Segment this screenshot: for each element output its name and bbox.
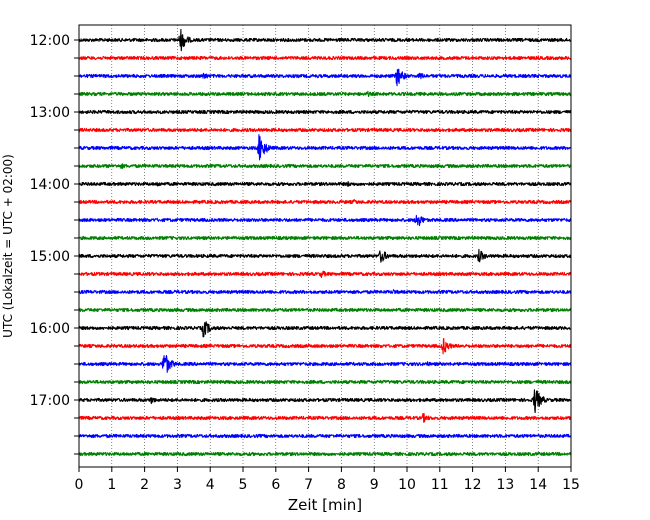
y-tick-label: 15:00 — [30, 249, 70, 265]
seismic-trace — [78, 180, 572, 187]
seismic-trace — [78, 109, 572, 115]
seismic-trace — [78, 337, 572, 355]
x-axis-ticks: 0 1 2 3 4 5 6 7 8 9 10 11 12 13 14 15 — [75, 467, 580, 493]
x-tick-label: 13 — [496, 477, 514, 493]
y-tick-label: 17:00 — [30, 393, 70, 409]
y-tick-label: 13:00 — [30, 105, 70, 121]
x-tick-label: 2 — [140, 477, 149, 493]
seismic-trace — [78, 270, 572, 279]
trace-group — [78, 28, 572, 457]
seismic-trace — [78, 163, 572, 170]
seismic-trace — [78, 90, 572, 98]
x-tick-label: 11 — [431, 477, 449, 493]
x-axis-label: Zeit [min] — [288, 496, 362, 514]
x-tick-label: 8 — [337, 477, 346, 493]
seismic-trace — [78, 68, 572, 87]
x-tick-label: 5 — [239, 477, 248, 493]
seismic-trace — [78, 127, 572, 133]
seismic-trace — [78, 379, 572, 385]
y-axis-label: UTC (Lokalzeit = UTC + 02:00) — [1, 154, 15, 338]
x-tick-label: 10 — [398, 477, 416, 493]
seismic-trace — [78, 321, 572, 338]
seismic-trace — [78, 235, 572, 241]
seismic-trace — [78, 55, 572, 61]
y-tick-label: 14:00 — [30, 177, 70, 193]
seismic-trace — [78, 433, 572, 439]
seismic-trace — [78, 198, 572, 205]
x-tick-label: 7 — [304, 477, 313, 493]
x-tick-label: 3 — [173, 477, 182, 493]
seismic-trace — [78, 389, 572, 414]
x-tick-label: 6 — [271, 477, 280, 493]
seismic-trace — [78, 214, 572, 227]
x-tick-label: 4 — [206, 477, 215, 493]
seismic-trace — [78, 28, 572, 52]
x-tick-label: 15 — [562, 477, 580, 493]
x-tick-label: 1 — [107, 477, 116, 493]
seismic-trace — [78, 413, 572, 423]
y-axis-ticks: 12:00 13:00 14:00 15:00 16:00 17:00 — [30, 33, 79, 455]
seismic-trace — [78, 451, 572, 457]
seismic-trace — [78, 354, 572, 373]
seismic-trace — [78, 289, 572, 295]
x-tick-label: 12 — [464, 477, 482, 493]
seismic-trace — [78, 134, 572, 161]
y-tick-label: 12:00 — [30, 33, 70, 49]
seismic-trace — [78, 248, 572, 263]
y-tick-label: 16:00 — [30, 321, 70, 337]
x-tick-label: 14 — [529, 477, 547, 493]
plot-frame — [78, 24, 572, 468]
x-tick-label: 9 — [370, 477, 379, 493]
x-tick-label: 0 — [75, 477, 84, 493]
seismic-trace — [78, 307, 572, 313]
